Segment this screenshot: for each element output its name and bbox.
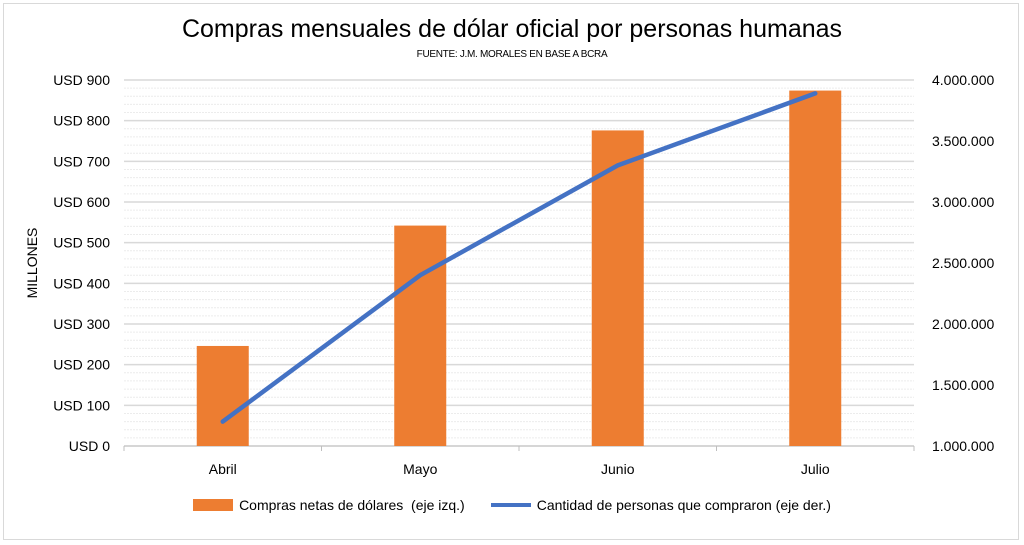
left-tick-label: USD 400 xyxy=(53,275,110,291)
category-label: Mayo xyxy=(403,461,437,477)
right-tick-label: 1.000.000 xyxy=(932,438,994,454)
right-tick-label: 4.000.000 xyxy=(932,72,994,88)
left-tick-label: USD 0 xyxy=(69,438,110,454)
bar-julio xyxy=(789,90,842,446)
bar-mayo xyxy=(394,225,447,446)
bar-junio xyxy=(591,130,644,446)
right-tick-label: 2.500.000 xyxy=(932,255,994,271)
left-tick-label: USD 600 xyxy=(53,194,110,210)
left-tick-label: USD 300 xyxy=(53,316,110,332)
legend-swatch-bar xyxy=(193,499,234,511)
right-tick-label: 1.500.000 xyxy=(932,377,994,393)
left-tick-label: USD 900 xyxy=(53,72,110,88)
right-tick-label: 2.000.000 xyxy=(932,316,994,332)
legend-label-line: Cantidad de personas que compraron (eje … xyxy=(536,497,831,513)
right-tick-label: 3.000.000 xyxy=(932,194,994,210)
line-series xyxy=(220,91,818,424)
legend: Compras netas de dólares (eje izq.) Cant… xyxy=(0,497,1024,513)
left-tick-label: USD 700 xyxy=(53,153,110,169)
left-tick-label: USD 800 xyxy=(53,113,110,129)
legend-item-bars: Compras netas de dólares (eje izq.) xyxy=(193,497,465,513)
category-label: Abril xyxy=(209,461,237,477)
legend-swatch-line xyxy=(490,503,531,507)
category-label: Junio xyxy=(601,461,635,477)
legend-item-line: Cantidad de personas que compraron (eje … xyxy=(490,497,831,513)
left-tick-label: USD 500 xyxy=(53,235,110,251)
chart-frame xyxy=(3,3,1019,540)
left-tick-label: USD 100 xyxy=(53,397,110,413)
bar-abril xyxy=(196,345,249,446)
left-tick-label: USD 200 xyxy=(53,357,110,373)
category-label: Julio xyxy=(801,461,830,477)
chart-subtitle: FUENTE: J.M. MORALES EN BASE A BCRA xyxy=(416,49,608,60)
chart-title: Compras mensuales de dólar oficial por p… xyxy=(181,15,843,43)
legend-label-bars: Compras netas de dólares (eje izq.) xyxy=(239,497,465,513)
right-tick-label: 3.500.000 xyxy=(932,133,994,149)
